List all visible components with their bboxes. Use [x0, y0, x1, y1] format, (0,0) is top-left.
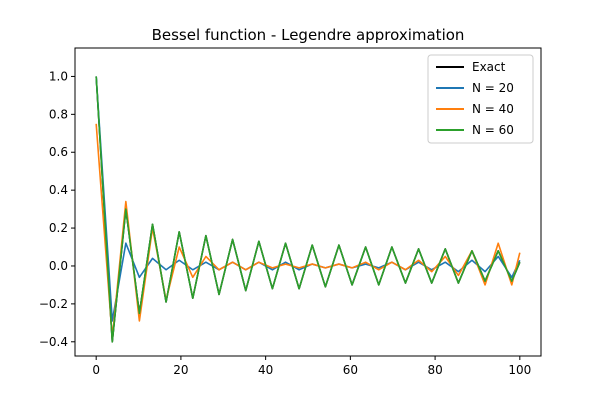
legend-label: N = 60: [472, 123, 514, 137]
x-tick-label: 40: [258, 363, 273, 377]
x-tick-label: 0: [92, 363, 100, 377]
y-tick-label: 0.0: [49, 259, 68, 273]
y-tick-label: 0.2: [49, 221, 68, 235]
legend: Exact N = 20 N = 40 N = 60: [427, 54, 534, 144]
plot-area-frame: [74, 47, 542, 357]
series-line-n-60: [95, 76, 521, 343]
legend-label: Exact: [472, 60, 506, 74]
x-tick-label: 60: [343, 363, 358, 377]
series-lines: [95, 76, 521, 343]
y-tick-label: 0.8: [49, 107, 68, 121]
x-axis: 0 20 40 60 80 100: [92, 356, 531, 377]
x-tick-label: 80: [427, 363, 442, 377]
y-tick-label: −0.4: [39, 335, 68, 349]
y-tick-label: 0.6: [49, 145, 68, 159]
y-axis: −0.4 −0.2 0.0 0.2 0.4 0.6 0.8 1.0: [39, 69, 75, 349]
chart-title: Bessel function - Legendre approximation: [152, 26, 465, 44]
y-tick-label: 0.4: [49, 183, 68, 197]
x-tick-label: 20: [173, 363, 188, 377]
legend-label: N = 20: [472, 81, 514, 95]
legend-box: [427, 54, 534, 144]
legend-label: N = 40: [472, 102, 514, 116]
y-tick-label: −0.2: [39, 297, 68, 311]
y-tick-label: 1.0: [49, 69, 68, 83]
x-tick-label: 100: [508, 363, 531, 377]
